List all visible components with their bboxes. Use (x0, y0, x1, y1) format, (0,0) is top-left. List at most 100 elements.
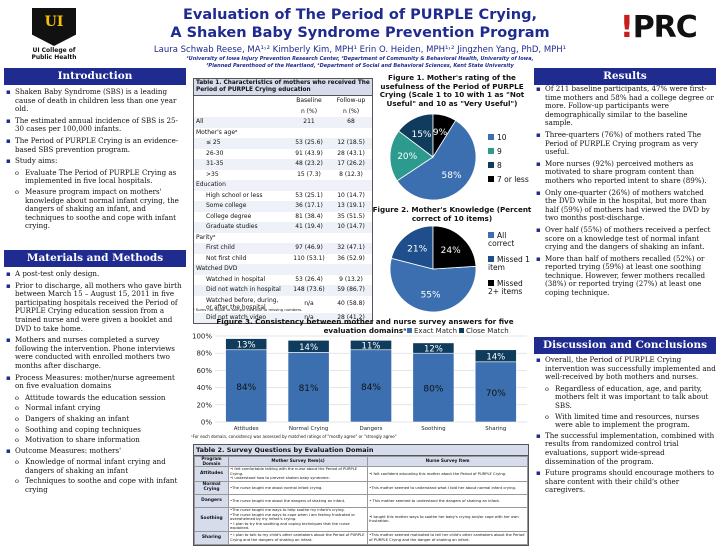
nurse-item-cell: •I felt confident educating this mother … (367, 466, 528, 482)
y-tick-label: 0% (201, 419, 212, 427)
discussion-bullet: The successful implementation, combined … (536, 431, 716, 466)
table-1-caption: Table 1. Characteristics of mothers who … (194, 79, 372, 96)
legend-swatch (488, 162, 494, 168)
poster-header: UI UI College of Public Health Evaluatio… (0, 0, 720, 80)
y-tick-label: 80% (196, 350, 212, 358)
row-label: All (194, 117, 288, 128)
x-tick-label: Soothing (421, 426, 445, 432)
followup-value (330, 128, 372, 139)
table-1-row: Education (194, 180, 372, 191)
bar-data-label: 84% (236, 383, 256, 393)
col-unit-baseline: n (%) (300, 107, 318, 115)
pie-slice-missed-1-item (390, 225, 434, 270)
legend-item: All correct (488, 232, 532, 248)
domain-cell: Dangers (194, 493, 229, 508)
methods-heading: Materials and Methods (4, 250, 186, 267)
introduction-list: Shaken Baby Syndrome (SBS) is a leading … (6, 87, 184, 233)
baseline-value: 53 (25.1) (295, 191, 323, 199)
baseline-value: 97 (46.9) (288, 243, 330, 254)
row-label: Watched in hospital (206, 275, 266, 283)
x-tick-label: Normal Crying (289, 426, 329, 432)
y-tick-label: 20% (196, 401, 212, 409)
row-label: Watched DVD (194, 264, 288, 275)
ui-college-logo: UI UI College of Public Health (24, 8, 84, 61)
x-tick-label: Dangers (359, 426, 382, 432)
pie-slice-label: 9% (433, 128, 448, 138)
results-list: Of 211 baseline participants, 47% were f… (536, 84, 716, 301)
pie-slice-all-correct (389, 257, 477, 313)
table-1-row: Watched before, during, or after the hos… (194, 296, 372, 313)
baseline-value: 48 (23.2) (288, 159, 330, 170)
pie-slice-label: 24% (441, 246, 461, 256)
row-label: Did not watch video (194, 312, 288, 323)
table-2-col-domain: Program Domain (194, 455, 229, 468)
pie-slice-9 (389, 130, 434, 182)
table-1-row: First child 97 (46.9) 32 (47.1) (194, 243, 372, 254)
bar-close-match (474, 349, 517, 363)
table-2-header-row: Program Domain Mother Survey Item(s) Nur… (194, 455, 528, 468)
row-label: Parityᵃ (196, 233, 216, 241)
baseline-value (288, 128, 330, 139)
table-1-row: 26-30 91 (43.9) 28 (43.1) (194, 149, 372, 160)
pie-slice-7-or-less (432, 113, 457, 159)
table-1: Table 1. Characteristics of mothers who … (193, 78, 373, 324)
followup-value: 8 (12.3) (339, 170, 363, 178)
mother-item-cell: •The nurse taught me about normal infant… (227, 480, 369, 495)
table-2-row: Dangers •The nurse taught me about the da… (194, 493, 528, 508)
introduction-bullet: The estimated annual incidence of SBS is… (6, 116, 184, 134)
followup-value (330, 180, 372, 191)
legend-swatch (488, 176, 494, 182)
pie-slice-missed-2-items (432, 225, 477, 270)
table-1-row: 31-35 48 (23.2) 17 (26.2) (194, 159, 372, 170)
methods-bullet: Normal infant crying (6, 404, 184, 413)
baseline-value: n/a (304, 300, 314, 308)
figure-1-pie: 58% 20% 15% 9% (389, 113, 477, 201)
pie-slice-label: 58% (442, 171, 462, 181)
legend-label: Missed 2+ items (488, 279, 523, 296)
table-1-row: Did not watch video n/a 28 (41.2) (194, 312, 372, 323)
domain-cell: Attitudes (194, 466, 229, 482)
legend-label: Close Match (466, 327, 509, 335)
bar-data-label: 14% (486, 352, 505, 362)
methods-list: A post-test only design. Prior to dischar… (6, 269, 184, 497)
baseline-value: 53 (25.6) (288, 138, 330, 149)
col-followup: Follow-up (336, 97, 366, 104)
legend-swatch (459, 328, 464, 333)
followup-value: 35 (51.5) (337, 212, 365, 220)
poster-title: Evaluation of The Period of PURPLE Cryin… (120, 6, 600, 42)
legend-item: 8 (488, 162, 532, 170)
legend-label: Missed 1 item (488, 255, 530, 272)
table-1-header-row: Baseline Follow-up (194, 96, 372, 107)
baseline-value: 41 (19.4) (288, 222, 330, 233)
row-label: Not first child (206, 254, 247, 262)
methods-bullet: Motivation to share information (6, 435, 184, 445)
table-1-row: ≤ 25 53 (25.6) 12 (18.5) (194, 138, 372, 149)
followup-value (330, 233, 372, 244)
baseline-value: 53 (26.4) (295, 275, 323, 283)
figure-3-bar-chart: 0% 20% 40% 60% 80% 100% 84% 13% Attitudes 81% 14% N… (192, 327, 527, 432)
row-label: Mother's ageᵃ (196, 128, 238, 136)
baseline-value: 15 (7.3) (297, 170, 321, 178)
discussion-bullet: Overall, the Period of PURPLE Crying int… (536, 355, 716, 382)
baseline-value: n/a (288, 312, 330, 323)
table-1-row: Watched DVD (194, 264, 372, 275)
bar-exact-match (412, 352, 455, 423)
followup-value: 12 (18.5) (330, 138, 372, 149)
mother-item-cell: •I felt comfortable talking with the nur… (227, 466, 369, 482)
table-2-row: Normal Crying •The nurse taught me about … (194, 480, 528, 495)
row-label: High school or less (206, 191, 263, 199)
author-list: Laura Schwab Reese, MA¹˒² Kimberly Kim, … (153, 45, 567, 55)
table-1-row: All 211 68 (194, 117, 372, 128)
followup-value: 36 (52.9) (337, 254, 365, 262)
iprc-logo-bang: ! (620, 10, 634, 45)
followup-value: 32 (47.1) (330, 243, 372, 254)
legend-label: All correct (488, 231, 515, 248)
y-tick-label: 100% (192, 333, 212, 341)
table-2-row: Soothing •The nurse taught me ways to hel… (194, 506, 528, 532)
bar-close-match (287, 340, 330, 353)
legend-label: 8 (497, 161, 502, 170)
iprc-logo: !PRC (620, 10, 698, 45)
legend-label: 9 (497, 147, 502, 156)
discussion-list: Overall, the Period of PURPLE Crying int… (536, 355, 716, 498)
baseline-value: 81 (38.4) (295, 212, 323, 220)
